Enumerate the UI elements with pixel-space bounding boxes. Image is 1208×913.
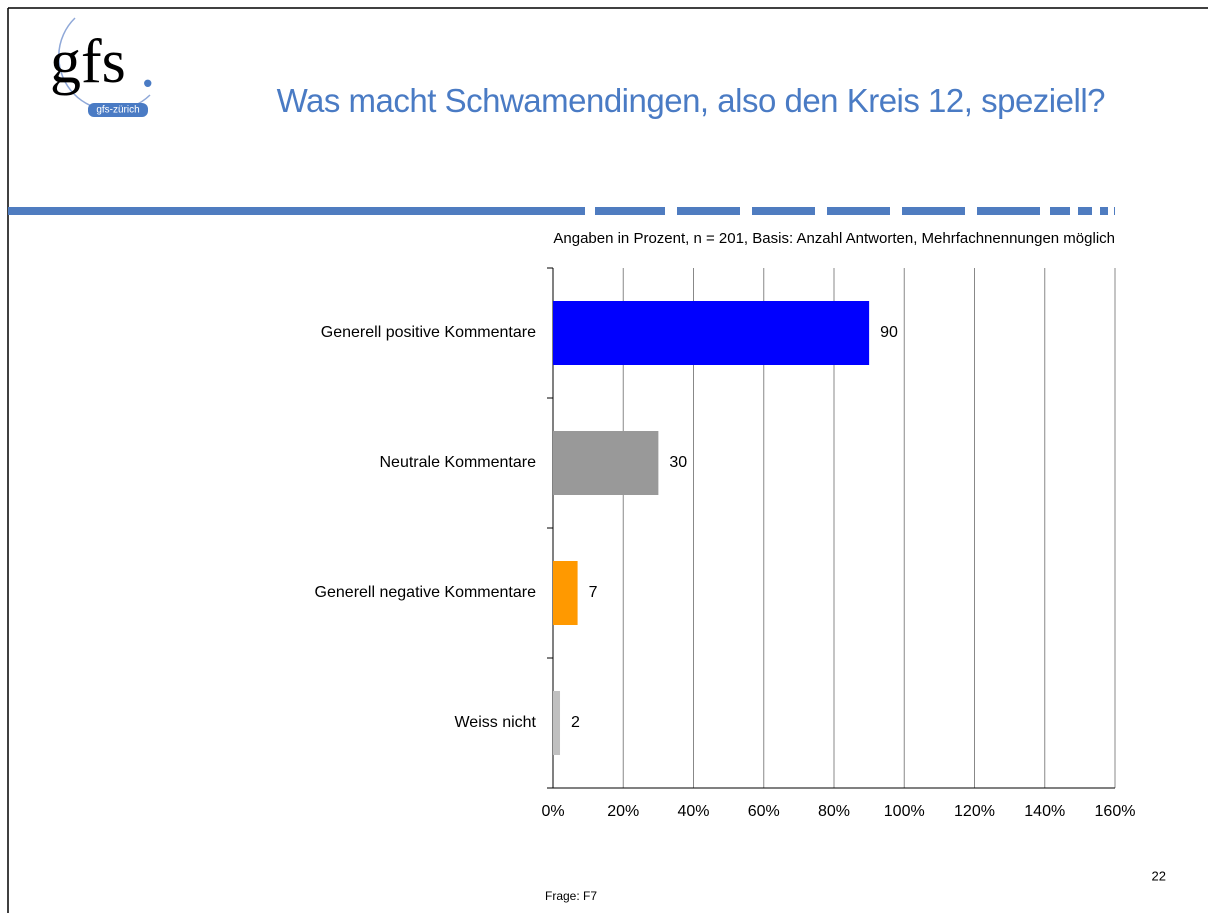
subtitle: Angaben in Prozent, n = 201, Basis: Anza… — [553, 230, 1115, 247]
y-tick-label: Generell negative Kommentare — [315, 584, 537, 601]
bar — [553, 301, 870, 365]
y-tick-label: Weiss nicht — [454, 714, 536, 731]
logo-text: gfs — [50, 28, 126, 96]
x-tick-label: 40% — [677, 803, 709, 820]
bar — [553, 561, 578, 625]
data-label: 90 — [880, 324, 898, 341]
page-number: 22 — [1152, 868, 1166, 883]
x-tick-label: 80% — [818, 803, 850, 820]
y-tick-label: Generell positive Kommentare — [321, 324, 536, 341]
y-tick-label: Neutrale Kommentare — [379, 454, 536, 471]
logo-badge — [88, 103, 148, 117]
x-tick-label: 0% — [541, 803, 564, 820]
logo-subtext: gfs-zürich — [96, 105, 139, 116]
logo-dot: . — [140, 32, 156, 100]
data-label: 2 — [571, 714, 580, 731]
x-tick-label: 120% — [954, 803, 995, 820]
bar — [553, 431, 659, 495]
x-tick-label: 60% — [748, 803, 780, 820]
footer: Frage: F7 — [545, 889, 597, 903]
x-tick-label: 160% — [1095, 803, 1136, 820]
x-tick-label: 140% — [1024, 803, 1065, 820]
data-label: 7 — [589, 584, 598, 601]
slide-title: Was macht Schwamendingen, also den Kreis… — [276, 82, 1106, 119]
x-tick-label: 20% — [607, 803, 639, 820]
bar — [553, 691, 561, 755]
x-tick-label: 100% — [884, 803, 925, 820]
data-label: 30 — [669, 454, 687, 471]
